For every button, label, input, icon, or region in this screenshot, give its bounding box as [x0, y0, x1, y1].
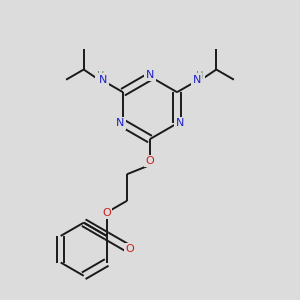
Text: N: N — [99, 75, 108, 85]
Text: N: N — [192, 75, 201, 85]
Text: N: N — [176, 118, 184, 128]
Text: N: N — [116, 118, 124, 128]
Text: H: H — [196, 70, 203, 81]
Text: O: O — [146, 156, 154, 166]
Text: H: H — [97, 70, 104, 81]
Text: O: O — [102, 208, 111, 218]
Text: O: O — [126, 244, 134, 254]
Text: N: N — [146, 70, 154, 80]
